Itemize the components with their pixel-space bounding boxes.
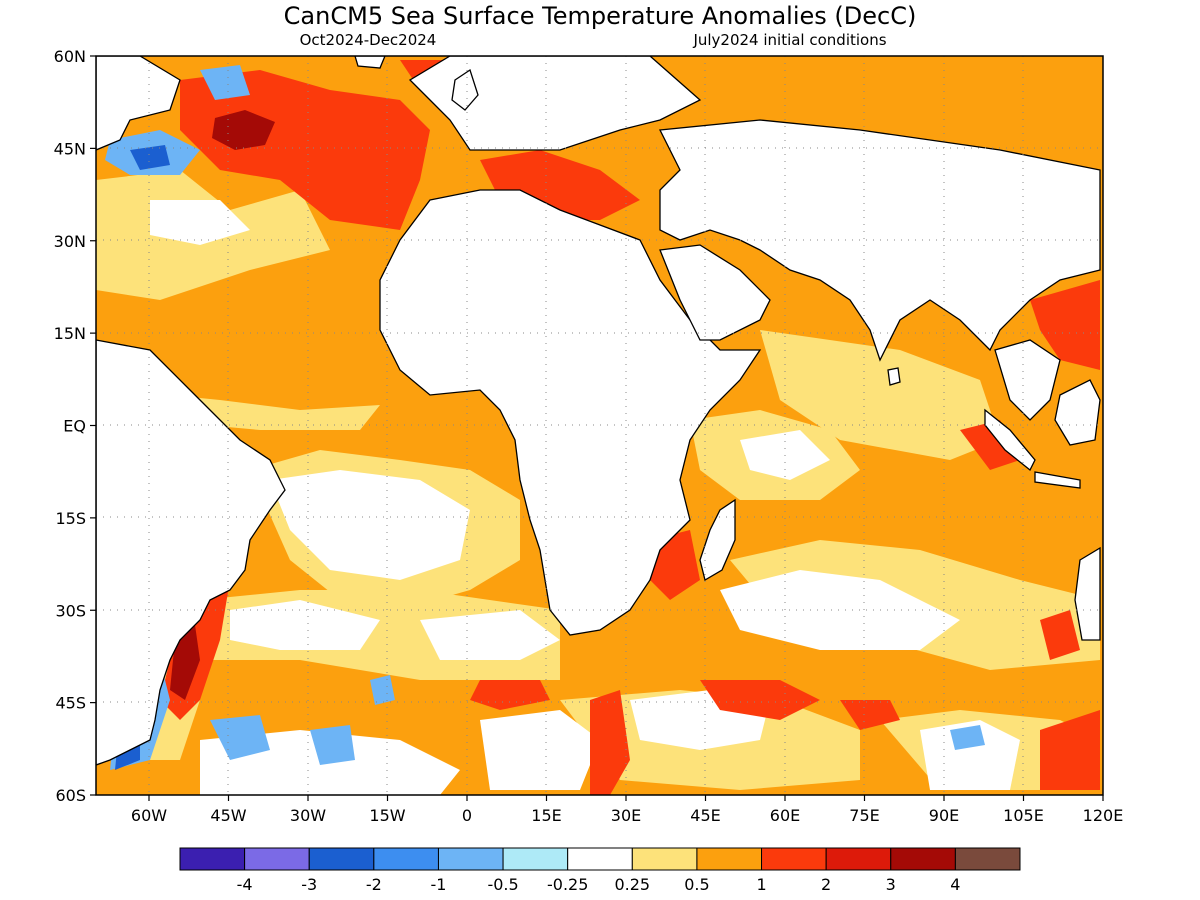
iceland-landmass [354,56,386,69]
legend-label: -4 [237,875,253,894]
legend-swatch [179,847,246,871]
lon-tick-label: 30W [290,806,326,825]
legend-label: 1 [756,875,766,894]
lat-tick-label: 45S [55,694,86,713]
legend-swatch [244,847,310,871]
lat-tick-label: 15S [55,509,86,528]
africa-landmass [379,189,762,636]
legend-label: 4 [950,875,960,894]
europe-landmass [408,56,702,151]
forecast-period-label: Oct2024-Dec2024 [300,31,437,49]
north-america-landmass [96,56,181,151]
legend-swatch [308,847,375,871]
legend-swatch [890,847,956,871]
lon-tick-label: 30E [611,806,641,825]
legend-swatch [437,847,504,871]
map-panel [96,56,1103,795]
legend-label: -2 [366,875,382,894]
legend-swatch [825,847,892,871]
legend-label: 0.5 [684,875,709,894]
lon-tick-label: 60W [131,806,167,825]
lon-tick-label: 45W [210,806,246,825]
south-america-landmass [96,339,286,766]
madagascar-landmass [699,498,736,582]
lon-tick-label: 0 [462,806,472,825]
legend-swatch [761,847,827,871]
australia-landmass [1074,546,1101,641]
legend-swatch [373,847,439,871]
initial-conditions-label: July2024 initial conditions [692,31,886,49]
lon-tick-label: 90E [929,806,959,825]
legend-label: -1 [430,875,446,894]
legend-label: -0.5 [487,875,518,894]
legend-swatch [502,847,569,871]
legend-label: -3 [301,875,317,894]
lon-tick-label: 15E [531,806,561,825]
borneo-landmass [1054,379,1101,446]
map-axes: 60N 45N 30N 15N EQ 15S 30S 45S 60S 60W 45W 30W 15W 0 1… [54,47,1124,825]
uk-landmass [451,68,479,111]
legend-swatch [631,847,698,871]
java-landmass [1034,471,1081,489]
indochina-landmass [994,339,1061,421]
lat-tick-label: 15N [54,324,86,343]
legend-label: -0.25 [547,875,588,894]
legend-label: 3 [886,875,896,894]
lon-tick-label: 105E [1003,806,1044,825]
lon-tick-label: 45E [690,806,720,825]
lat-tick-label: 45N [54,139,86,158]
lat-tick-label: EQ [63,417,86,436]
lon-tick-label: 15W [369,806,405,825]
sri-lanka-landmass [887,367,901,386]
lat-tick-label: 60S [55,786,86,805]
arabian-peninsula-landmass [659,244,771,341]
legend-swatch [696,847,763,871]
lon-tick-label: 120E [1083,806,1124,825]
lon-tick-label: 60E [770,806,800,825]
lat-tick-label: 30S [55,601,86,620]
legend-swatch [954,847,1021,871]
color-legend: -4 -3 -2 -1 -0.5 -0.25 0.25 0.5 1 2 3 4 [179,847,1021,894]
legend-label: 0.25 [614,875,650,894]
lon-tick-label: 75E [849,806,879,825]
legend-label: 2 [821,875,831,894]
legend-swatch [567,847,633,871]
lat-tick-label: 30N [54,232,86,251]
figure-title: CanCM5 Sea Surface Temperature Anomalies… [284,2,917,30]
lat-tick-label: 60N [54,47,86,66]
